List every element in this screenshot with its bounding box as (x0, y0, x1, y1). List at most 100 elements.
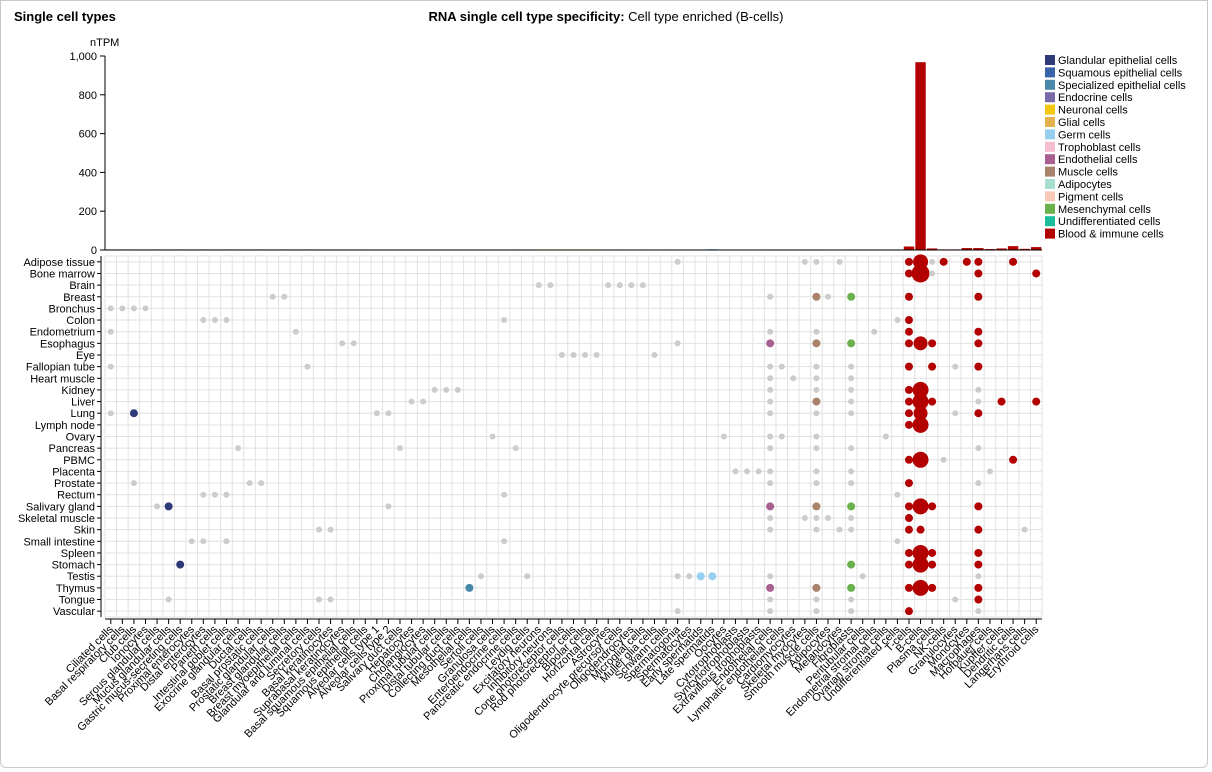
dot[interactable] (766, 502, 775, 511)
legend-label[interactable]: Mesenchymal cells (1058, 204, 1151, 216)
dot[interactable] (812, 502, 821, 511)
dot[interactable] (904, 339, 913, 348)
dot[interactable] (916, 525, 925, 534)
dot[interactable] (974, 257, 983, 266)
dot[interactable] (755, 468, 762, 475)
dot[interactable] (812, 397, 821, 406)
dot[interactable] (974, 339, 983, 348)
dot[interactable] (894, 317, 901, 324)
dot[interactable] (974, 595, 983, 604)
dot[interactable] (848, 375, 855, 382)
dot[interactable] (847, 339, 856, 348)
dot[interactable] (1032, 269, 1041, 278)
dot[interactable] (952, 410, 959, 417)
dot[interactable] (952, 596, 959, 603)
dot[interactable] (975, 573, 982, 580)
legend-swatch[interactable] (1045, 117, 1055, 127)
legend-label[interactable]: Endocrine cells (1058, 92, 1133, 104)
dot[interactable] (904, 292, 913, 301)
dot[interactable] (790, 375, 797, 382)
legend-swatch[interactable] (1045, 129, 1055, 140)
dot[interactable] (107, 363, 114, 370)
dot[interactable] (477, 573, 484, 580)
dot[interactable] (211, 317, 218, 324)
dot[interactable] (801, 258, 808, 265)
dot[interactable] (912, 556, 929, 573)
dot[interactable] (200, 491, 207, 498)
dot[interactable] (975, 386, 982, 393)
dot[interactable] (524, 573, 531, 580)
dot[interactable] (766, 583, 775, 592)
dot[interactable] (443, 386, 450, 393)
dot[interactable] (164, 502, 173, 511)
dot[interactable] (928, 560, 937, 569)
dot[interactable] (767, 515, 774, 522)
dot[interactable] (767, 445, 774, 452)
dot[interactable] (824, 293, 831, 300)
dot[interactable] (974, 583, 983, 592)
dot[interactable] (894, 491, 901, 498)
dot[interactable] (812, 292, 821, 301)
dot[interactable] (767, 596, 774, 603)
dot[interactable] (904, 397, 913, 406)
dot[interactable] (628, 282, 635, 289)
dot[interactable] (975, 608, 982, 615)
dot[interactable] (454, 386, 461, 393)
dot[interactable] (651, 351, 658, 358)
legend-swatch[interactable] (1045, 191, 1055, 202)
dot[interactable] (848, 398, 855, 405)
dot[interactable] (501, 538, 508, 545)
dot[interactable] (339, 340, 346, 347)
bar[interactable] (926, 248, 938, 250)
dot[interactable] (928, 502, 937, 511)
dot[interactable] (848, 480, 855, 487)
dot[interactable] (912, 579, 929, 596)
dot[interactable] (350, 340, 357, 347)
dot[interactable] (130, 480, 137, 487)
dot[interactable] (847, 560, 856, 569)
dot[interactable] (848, 410, 855, 417)
dot[interactable] (813, 410, 820, 417)
dot[interactable] (904, 257, 913, 266)
dot[interactable] (952, 363, 959, 370)
dot[interactable] (767, 410, 774, 417)
dot[interactable] (911, 264, 930, 283)
dot[interactable] (767, 526, 774, 533)
dot[interactable] (904, 420, 913, 429)
dot[interactable] (940, 456, 947, 463)
dot[interactable] (223, 317, 230, 324)
dot[interactable] (373, 410, 380, 417)
bar[interactable] (973, 248, 984, 250)
dot[interactable] (142, 305, 149, 312)
dot[interactable] (836, 526, 843, 533)
dot[interactable] (720, 433, 727, 440)
dot[interactable] (200, 317, 207, 324)
legend-label[interactable]: Glandular epithelial cells (1058, 55, 1178, 67)
dot[interactable] (767, 398, 774, 405)
dot[interactable] (912, 381, 929, 398)
dot[interactable] (904, 514, 913, 523)
dot[interactable] (847, 292, 856, 301)
dot[interactable] (674, 573, 681, 580)
bar[interactable] (915, 62, 926, 250)
dot[interactable] (974, 548, 983, 557)
legend-label[interactable]: Squamous epithelial cells (1058, 67, 1183, 79)
dot[interactable] (767, 386, 774, 393)
bar[interactable] (903, 246, 915, 250)
dot[interactable] (975, 398, 982, 405)
dot[interactable] (246, 480, 253, 487)
legend-swatch[interactable] (1045, 166, 1055, 177)
dot[interactable] (501, 317, 508, 324)
dot[interactable] (904, 327, 913, 336)
dot[interactable] (408, 398, 415, 405)
dot[interactable] (281, 293, 288, 300)
dot[interactable] (848, 386, 855, 393)
legend-swatch[interactable] (1045, 228, 1055, 239)
legend-label[interactable]: Endothelial cells (1058, 154, 1138, 166)
dot[interactable] (1021, 526, 1028, 533)
dot[interactable] (744, 468, 751, 475)
dot[interactable] (813, 596, 820, 603)
legend-label[interactable]: Germ cells (1058, 129, 1111, 141)
dot[interactable] (904, 560, 913, 569)
dot[interactable] (107, 410, 114, 417)
